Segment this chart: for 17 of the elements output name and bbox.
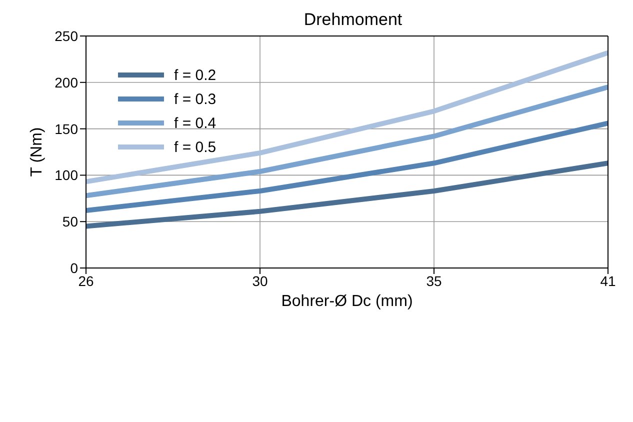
y-tick-label: 0 [70, 260, 78, 276]
chart-title: Drehmoment [302, 10, 404, 30]
legend-label: f = 0.4 [174, 114, 216, 132]
y-tick-label: 150 [54, 120, 78, 137]
legend-label: f = 0.3 [174, 90, 216, 108]
y-axis-title: T (Nm) [28, 127, 46, 177]
legend-label: f = 0.2 [174, 66, 216, 84]
x-tick-label: 41 [600, 272, 616, 289]
y-tick-label: 200 [54, 74, 78, 90]
x-tick-label: 30 [252, 272, 268, 289]
y-tick-label: 250 [54, 28, 78, 44]
y-tick-label: 50 [62, 214, 78, 230]
x-tick-label: 35 [426, 272, 442, 289]
x-axis-title: Bohrer-Ø Dc (mm) [281, 293, 413, 310]
x-tick-label: 26 [78, 272, 94, 289]
legend-label: f = 0.5 [174, 138, 216, 156]
y-tick-label: 100 [54, 167, 78, 184]
